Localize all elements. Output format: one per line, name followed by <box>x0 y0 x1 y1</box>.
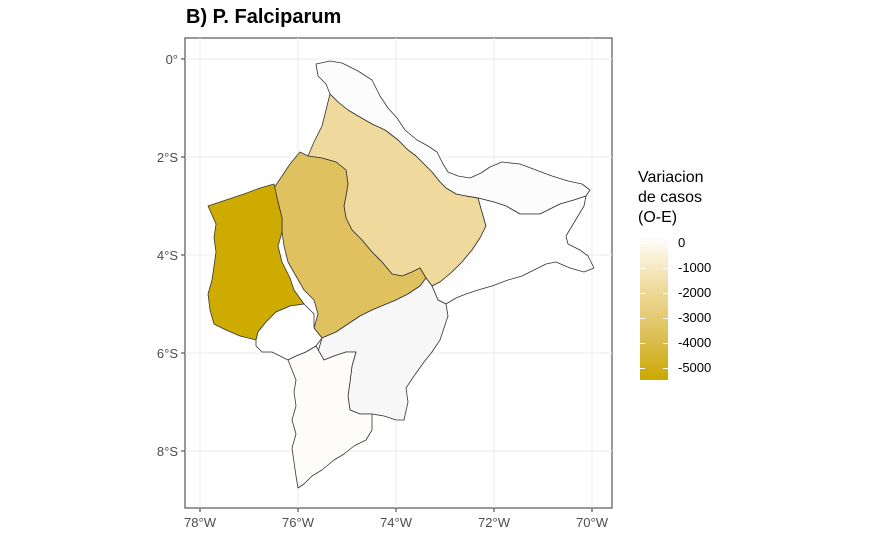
legend-title-line: de casos <box>638 189 703 206</box>
map-title: B) P. Falciparum <box>186 6 342 28</box>
legend-label: -2000 <box>678 285 712 300</box>
region-west-small <box>255 303 323 361</box>
x-axis-label: 76°W <box>282 515 315 530</box>
y-axis-label: 4°S <box>157 248 178 263</box>
map-regions <box>207 60 595 489</box>
legend-label: 0 <box>678 235 686 250</box>
y-axis-label: 0° <box>166 52 178 67</box>
legend-label: -5000 <box>678 360 712 375</box>
legend-title-line: Variacion <box>638 169 704 186</box>
y-axis-label: 8°S <box>157 444 178 459</box>
legend-label: -4000 <box>678 335 712 350</box>
legend-colorbar <box>640 236 668 380</box>
x-axis-label: 78°W <box>184 515 217 530</box>
region-south <box>287 345 373 489</box>
y-axis-label: 6°S <box>157 346 178 361</box>
legend-title-line: (O-E) <box>638 209 678 226</box>
legend-label: -3000 <box>678 310 712 325</box>
y-axis-label: 2°S <box>157 150 178 165</box>
x-axis-label: 70°W <box>576 515 609 530</box>
legend-label: -1000 <box>678 260 712 275</box>
region-east <box>431 195 595 305</box>
legend-title: Variacion de casos (O-E) <box>638 168 704 228</box>
x-axis-label: 72°W <box>478 515 511 530</box>
x-axis-label: 74°W <box>380 515 413 530</box>
axis-ticks <box>181 58 593 512</box>
